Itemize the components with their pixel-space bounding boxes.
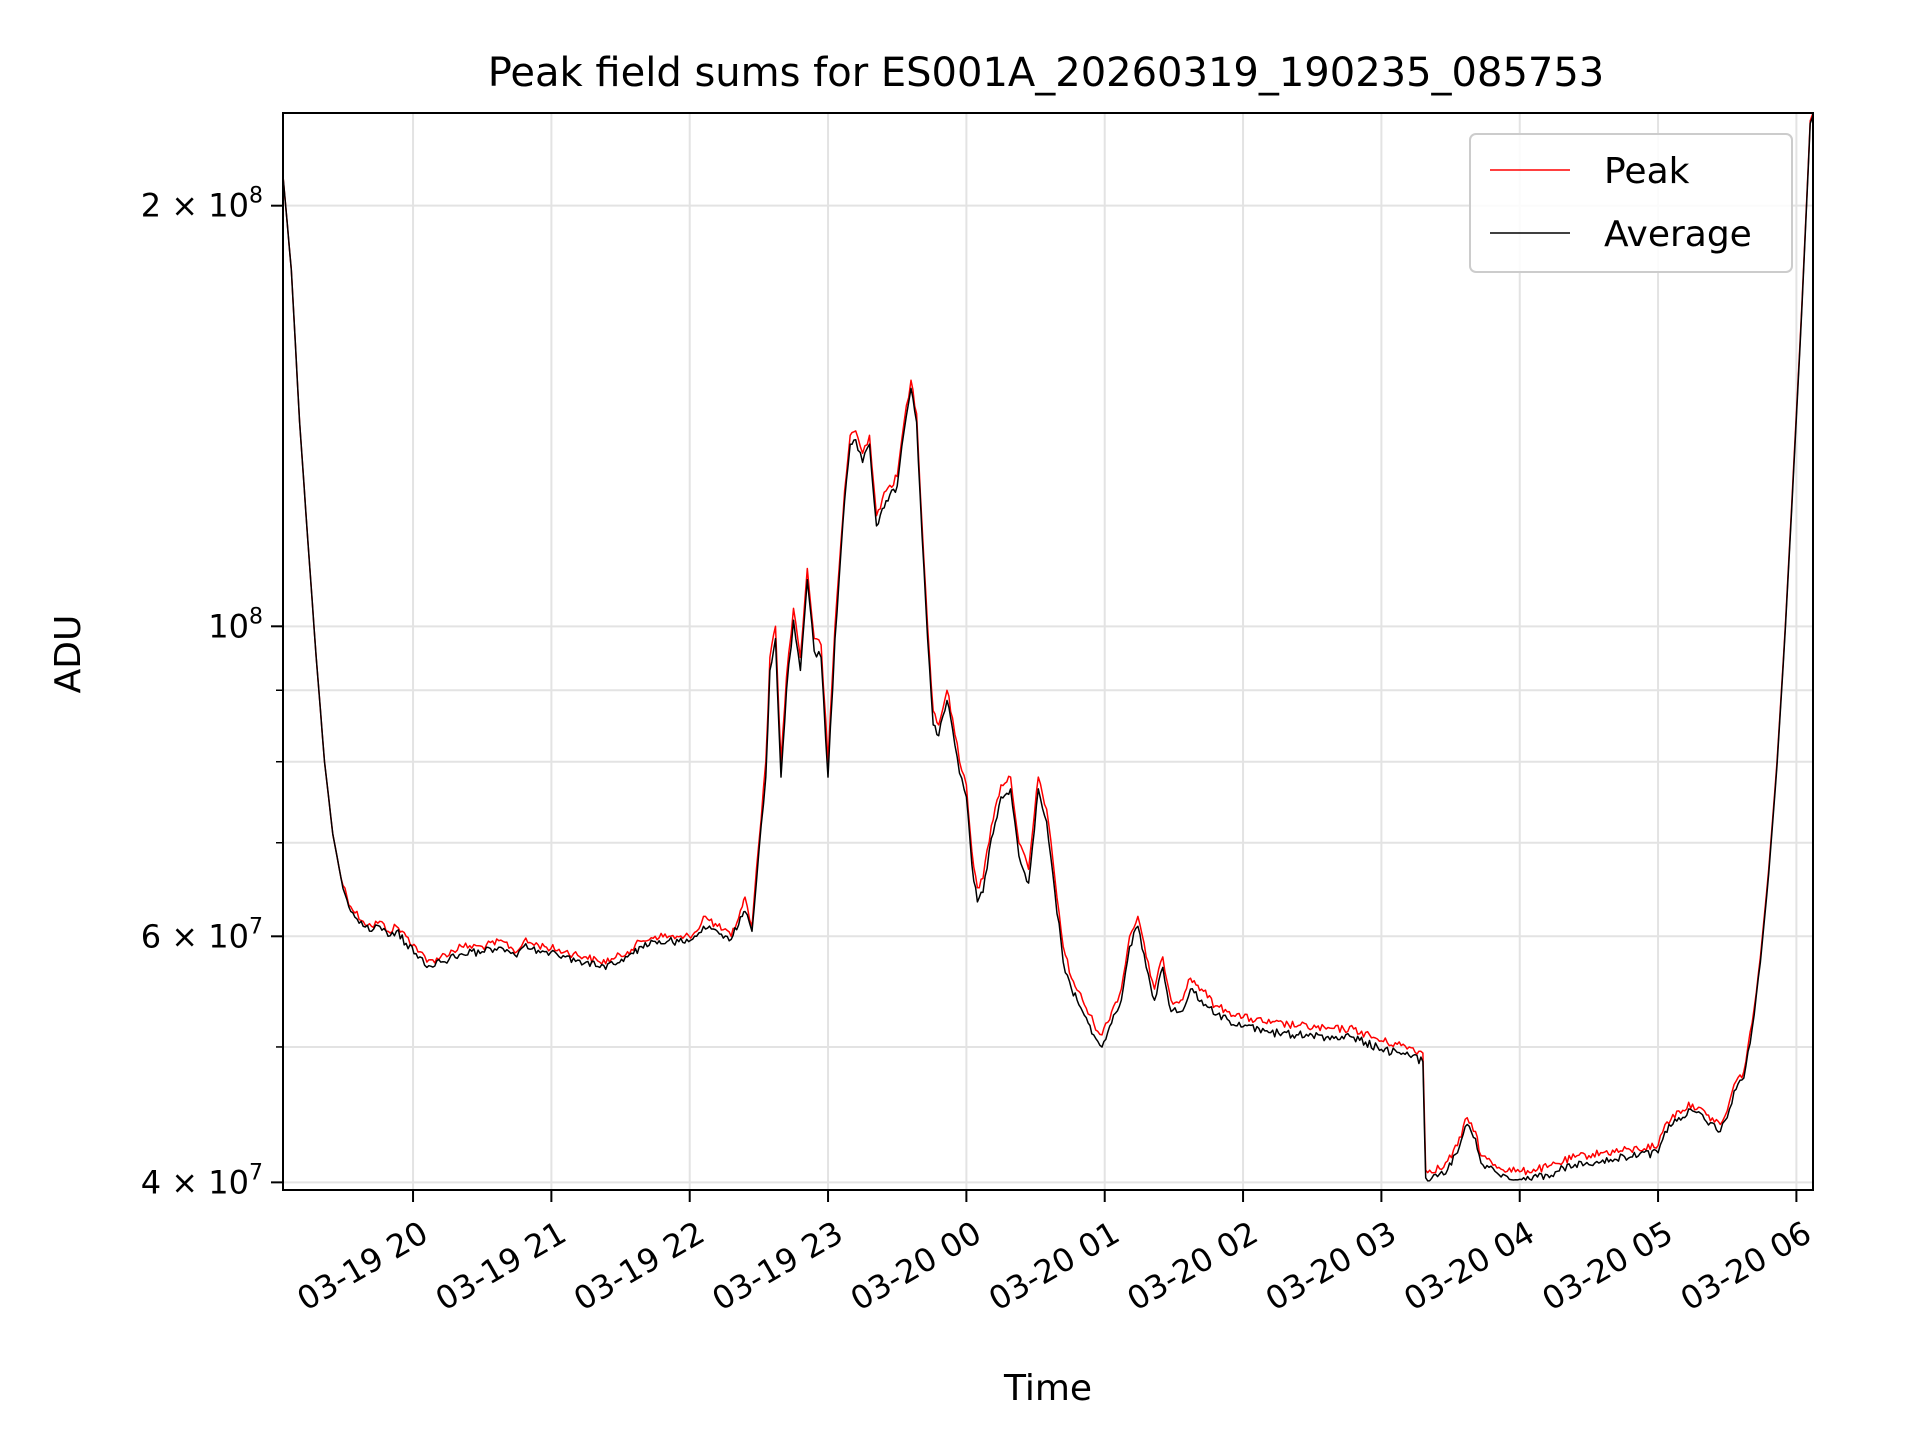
y-tick-label: 108 xyxy=(208,604,263,645)
y-tick-label: 6 × 107 xyxy=(141,914,263,955)
chart-title: Peak field sums for ES001A_20260319_1902… xyxy=(488,50,1605,96)
legend-box xyxy=(1469,133,1793,273)
y-axis-label: ADU xyxy=(48,615,89,694)
y-tick-label: 4 × 107 xyxy=(141,1160,263,1201)
series-line-peak xyxy=(283,113,1813,1176)
x-axis-label: Time xyxy=(1003,1368,1092,1409)
series-layer xyxy=(283,113,1813,1182)
legend: Peak Average xyxy=(1469,133,1793,273)
y-tick-label: 2 × 108 xyxy=(141,184,263,225)
series-line-average xyxy=(283,115,1813,1182)
legend-label-peak: Peak xyxy=(1604,151,1690,192)
plot-frame xyxy=(282,112,1814,1191)
legend-label-average: Average xyxy=(1604,214,1752,255)
y-axis: 4 × 107 6 × 107 108 2 × 108 xyxy=(141,184,283,1201)
